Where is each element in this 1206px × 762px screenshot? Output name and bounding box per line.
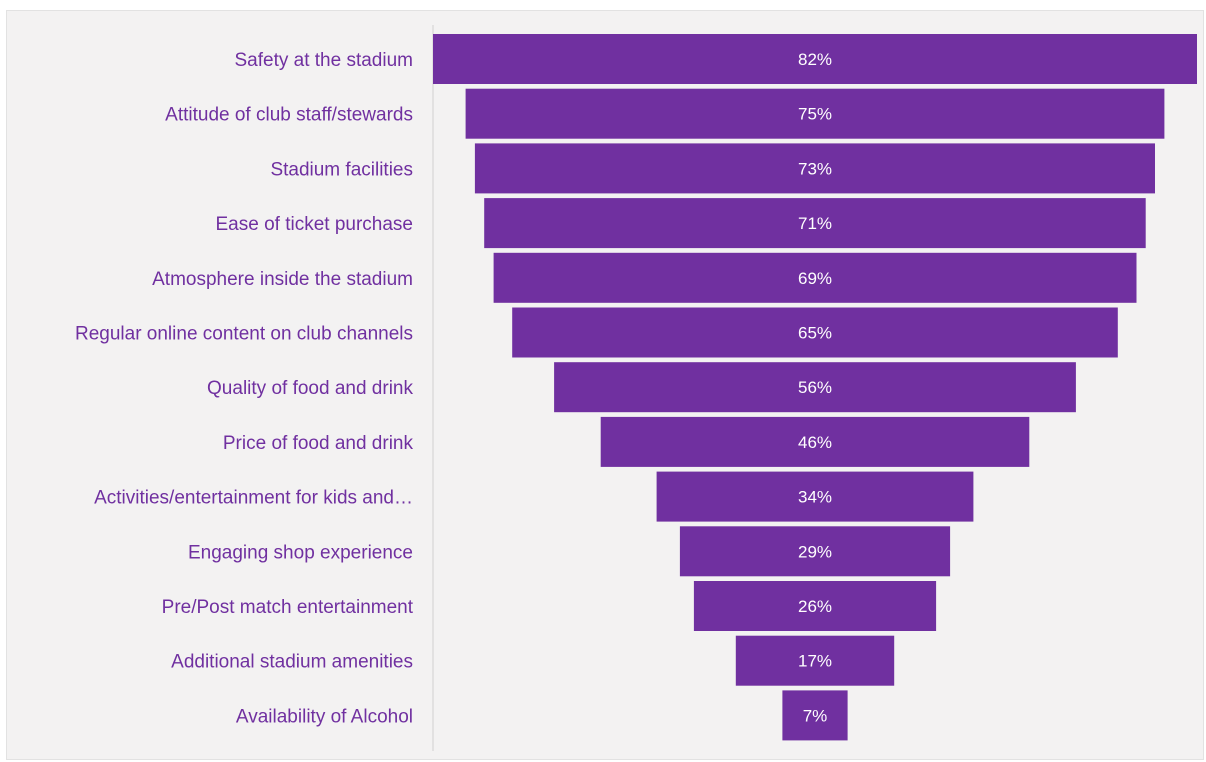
bar-2	[465, 88, 1165, 139]
bar-1	[433, 34, 1197, 84]
value-label-7: 56%	[798, 378, 832, 397]
bar-10	[679, 526, 951, 577]
bars	[433, 34, 1197, 741]
value-label-10: 29%	[798, 542, 832, 561]
bar-3	[474, 143, 1155, 194]
category-label-10: Engaging shop experience	[188, 542, 413, 563]
category-label-3: Stadium facilities	[270, 159, 413, 180]
value-label-11: 26%	[798, 597, 832, 616]
category-labels: Safety at the stadium Attitude of club st…	[75, 50, 414, 727]
value-label-2: 75%	[798, 105, 832, 124]
category-label-2: Attitude of club staff/stewards	[165, 105, 413, 126]
category-label-1: Safety at the stadium	[235, 50, 414, 71]
value-label-13: 7%	[803, 706, 828, 725]
value-label-4: 71%	[798, 214, 832, 233]
bar-11	[693, 581, 937, 631]
value-label-8: 46%	[798, 433, 832, 452]
category-label-7: Quality of food and drink	[207, 378, 413, 399]
category-label-5: Atmosphere inside the stadium	[152, 269, 413, 290]
bar-9	[656, 471, 974, 522]
category-label-4: Ease of ticket purchase	[216, 214, 414, 235]
category-label-13: Availability of Alcohol	[236, 706, 413, 727]
category-label-8: Price of food and drink	[223, 433, 414, 454]
value-label-5: 69%	[798, 269, 832, 288]
value-label-6: 65%	[798, 324, 832, 343]
bar-4	[484, 198, 1146, 249]
chart-area: Safety at the stadium Attitude of club st…	[6, 10, 1204, 760]
bar-12	[735, 635, 895, 686]
bar-7	[554, 362, 1076, 413]
funnel-chart: Safety at the stadium Attitude of club st…	[75, 25, 1197, 751]
value-labels: 82% 75% 73% 71% 69% 65% 56% 46% 34% 29% 26% 17% 7%	[798, 50, 832, 725]
bar-6	[512, 307, 1118, 358]
value-label-3: 73%	[798, 159, 832, 178]
bar-13	[782, 690, 848, 741]
bar-5	[493, 252, 1137, 303]
value-label-9: 34%	[798, 488, 832, 507]
category-label-6: Regular online content on club channels	[75, 324, 413, 345]
category-label-9: Activities/entertainment for kids and…	[94, 488, 413, 509]
value-label-1: 82%	[798, 50, 832, 69]
bar-8	[600, 416, 1030, 467]
category-label-12: Additional stadium amenities	[171, 652, 413, 673]
value-label-12: 17%	[798, 652, 832, 671]
category-label-11: Pre/Post match entertainment	[162, 597, 414, 618]
